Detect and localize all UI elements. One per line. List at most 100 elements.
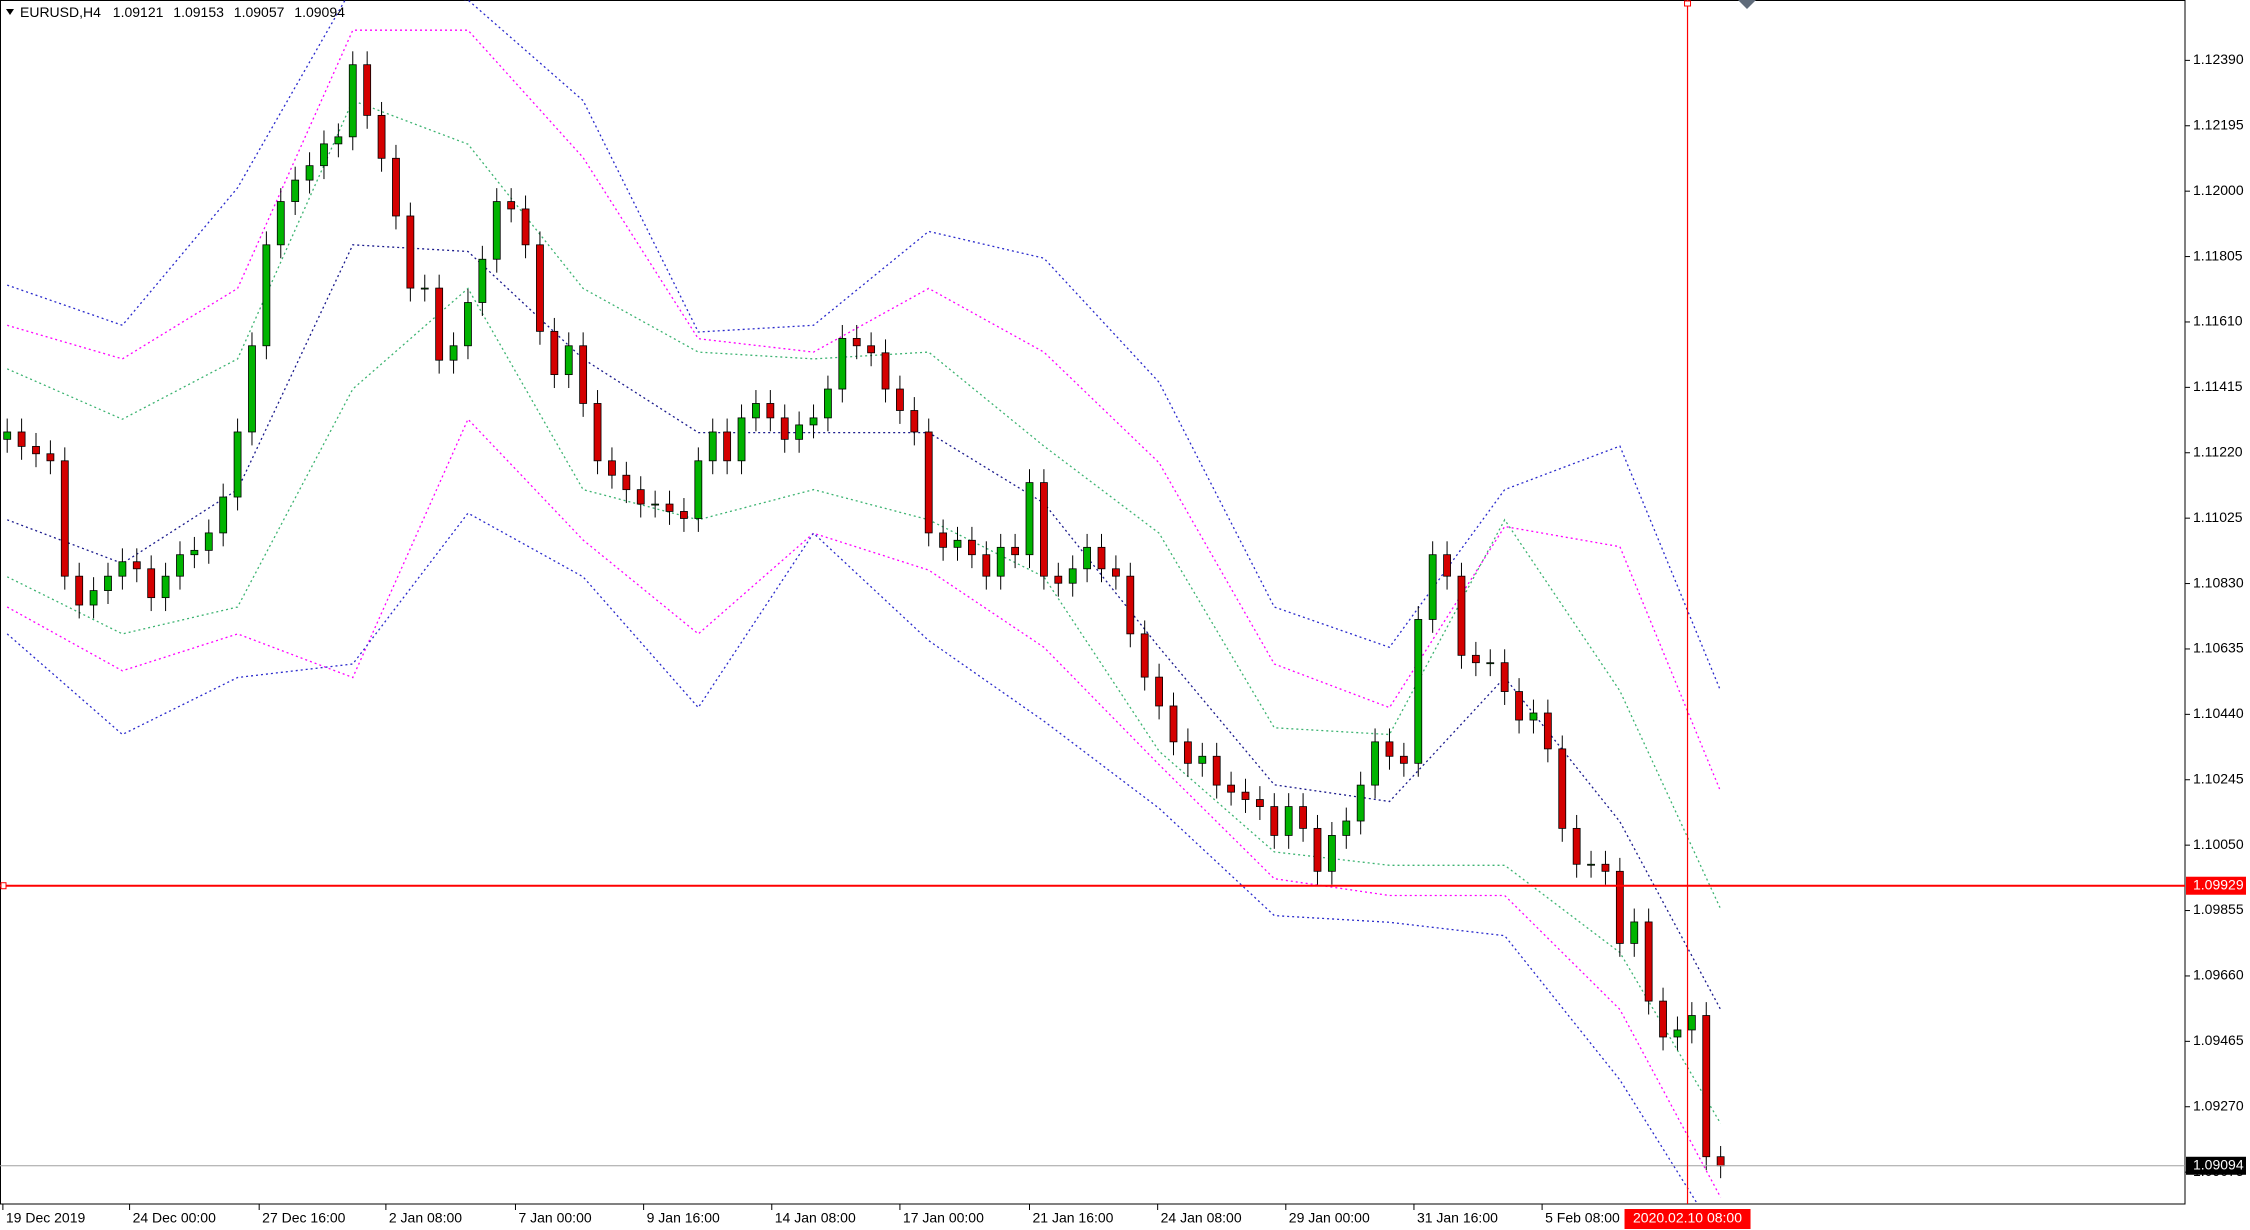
candle-body [1500, 662, 1509, 692]
candle-body [406, 215, 415, 289]
header-close: 1.09094 [294, 4, 345, 20]
candle-body [1299, 806, 1307, 829]
x-tick-label: 24 Dec 00:00 [133, 1210, 216, 1226]
candle-body [392, 157, 400, 217]
candle-body [680, 511, 688, 519]
candle-body [1659, 1000, 1667, 1038]
candle-body [248, 345, 256, 433]
candle-body [766, 403, 775, 419]
candle-body [622, 474, 631, 491]
candle-body [17, 431, 26, 447]
candle-body [1443, 554, 1451, 577]
candle-body [478, 258, 487, 303]
candle-body [276, 201, 285, 246]
y-tick-label: 1.09270 [2193, 1097, 2244, 1113]
candle-body [1040, 482, 1048, 577]
candle-body [968, 539, 976, 556]
x-tick-label: 14 Jan 08:00 [775, 1210, 856, 1226]
candle-body [953, 539, 962, 548]
candle-body [435, 287, 444, 361]
candle-body [1356, 784, 1365, 822]
y-tick-label: 1.11415 [2193, 378, 2243, 394]
candle-body [1284, 806, 1293, 836]
crosshair-time-label: 2020.02.10 08:00 [1633, 1210, 1742, 1226]
candle-body [204, 532, 213, 551]
candle-body [1140, 633, 1149, 678]
candle-body [1486, 662, 1495, 665]
candle-body [46, 453, 55, 462]
y-tick-label: 1.10830 [2193, 574, 2244, 590]
y-tick-label: 1.11220 [2193, 443, 2243, 459]
candle-body [1054, 575, 1063, 584]
candle-body [1371, 741, 1379, 786]
chart-header: EURUSD,H4 1.09121 1.09153 1.09057 1.0909… [20, 4, 345, 20]
candle-body [1543, 712, 1552, 750]
candle-body [1601, 863, 1610, 872]
current-price-tag [2186, 1156, 2246, 1175]
candle-body [1587, 863, 1595, 866]
y-tick-label: 1.11805 [2193, 247, 2243, 263]
candle-body [104, 575, 112, 591]
candle-body [1428, 554, 1437, 620]
candle-body [334, 136, 343, 145]
candle-body [305, 165, 314, 181]
candle-body [809, 417, 818, 426]
y-tick-label: 1.10245 [2193, 770, 2244, 786]
candle-body [924, 431, 933, 534]
y-tick-label: 1.12195 [2193, 116, 2244, 132]
candle-body [1399, 755, 1408, 764]
y-tick-label: 1.09465 [2193, 1032, 2244, 1048]
x-tick-label: 19 Dec 2019 [6, 1210, 86, 1226]
candle-body [1471, 654, 1480, 664]
candle-body [564, 345, 573, 376]
y-tick-label: 1.10050 [2193, 836, 2244, 852]
candle-body [881, 352, 890, 390]
candle-body [1198, 755, 1207, 764]
candle-body [852, 337, 861, 347]
candle-body [694, 460, 703, 519]
candle-body [1169, 705, 1178, 743]
candle-body [780, 417, 789, 440]
header-low: 1.09057 [234, 4, 285, 20]
candle-body [1313, 827, 1322, 872]
candle-body [89, 590, 98, 606]
candle-body [896, 388, 904, 411]
current-price-label: 1.09094 [2193, 1156, 2244, 1172]
candle-body [507, 201, 516, 210]
band-line [6, 512, 1699, 1204]
candle-body [996, 546, 1005, 577]
candle-body [1457, 575, 1466, 656]
candle-body [1414, 619, 1423, 764]
candle-body [1615, 870, 1624, 944]
candle-body [3, 431, 12, 440]
candle-body [1227, 784, 1235, 793]
x-tick-label: 2 Jan 08:00 [389, 1210, 462, 1226]
candle-body [1025, 482, 1034, 556]
candle-body [1183, 741, 1192, 764]
x-tick-label: 7 Jan 00:00 [518, 1210, 591, 1226]
shift-marker[interactable] [1738, 0, 1756, 9]
candle-body [75, 575, 84, 606]
x-tick-label: 21 Jan 16:00 [1033, 1210, 1114, 1226]
candle-body [1385, 741, 1394, 757]
candle-body [363, 64, 372, 116]
candle-body [708, 431, 717, 462]
candle-body [910, 410, 919, 433]
candle-body [752, 403, 760, 419]
candle-body [665, 503, 674, 512]
candle-body [737, 417, 746, 462]
y-tick-label: 1.09855 [2193, 901, 2244, 917]
candle-body [320, 143, 328, 167]
candle-body [60, 460, 69, 577]
candle-body [1155, 676, 1163, 707]
candle-body [176, 554, 184, 577]
crosshair-price-tag [2186, 876, 2246, 895]
candle-body [1630, 921, 1639, 944]
candle-body [1644, 921, 1653, 1002]
candle-body [550, 330, 559, 376]
candle-body [132, 561, 141, 570]
symbol-menu-icon[interactable] [6, 9, 14, 15]
candle-body [420, 287, 429, 290]
